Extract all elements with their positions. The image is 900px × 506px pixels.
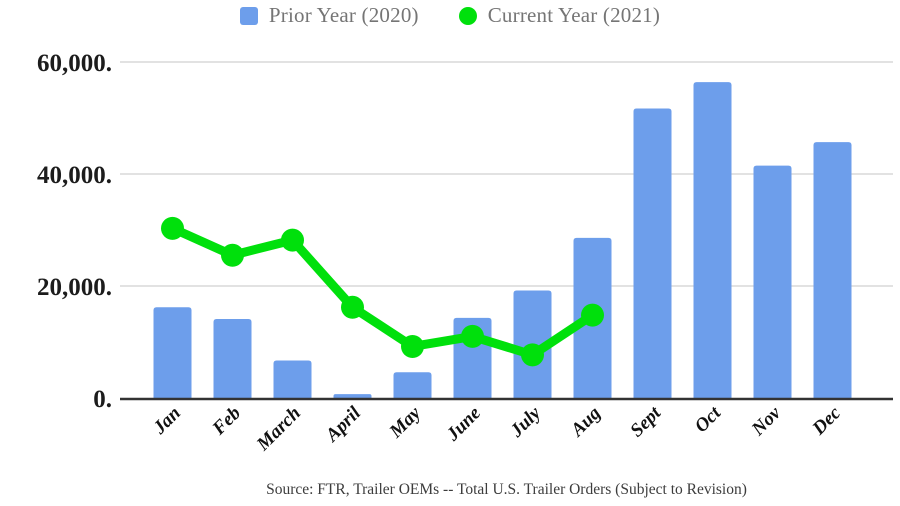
legend-item-prior-year[interactable]: Prior Year (2020) bbox=[239, 3, 419, 28]
bar-Nov[interactable] bbox=[753, 165, 792, 398]
legend-label-prior-year: Prior Year (2020) bbox=[268, 3, 419, 27]
x-axis-label-June: June bbox=[442, 402, 486, 446]
x-axis-label-Aug: Aug bbox=[566, 403, 605, 442]
point-Jan[interactable] bbox=[161, 216, 184, 240]
point-Aug[interactable] bbox=[581, 303, 604, 327]
point-July[interactable] bbox=[521, 343, 544, 367]
bar-series-swatch-icon bbox=[239, 6, 258, 25]
x-axis-label-Feb: Feb bbox=[208, 403, 245, 440]
chart-legend: Prior Year (2020) Current Year (2021) bbox=[0, 3, 900, 28]
chart-plot-area: 60,000. 40,000. 20,000. 0. Jan Feb March April M… bbox=[37, 50, 893, 456]
y-axis-label-60000: 60,000. bbox=[37, 50, 112, 77]
bar-April[interactable] bbox=[333, 394, 372, 398]
x-axis-label-Jan: Jan bbox=[149, 403, 185, 439]
x-axis-label-Sept: Sept bbox=[626, 402, 665, 441]
point-June[interactable] bbox=[461, 324, 484, 348]
bar-Jan[interactable] bbox=[153, 307, 192, 398]
bar-March[interactable] bbox=[273, 360, 312, 398]
x-axis-label-April: April bbox=[321, 402, 365, 446]
bar-Oct[interactable] bbox=[693, 82, 732, 398]
x-axis-label-Oct: Oct bbox=[691, 402, 726, 437]
bar-May[interactable] bbox=[393, 372, 432, 398]
point-Feb[interactable] bbox=[221, 243, 244, 267]
x-axis-label-March: March bbox=[252, 403, 305, 456]
point-May[interactable] bbox=[401, 334, 424, 358]
bar-Sept[interactable] bbox=[633, 108, 672, 398]
y-axis-label-40000: 40,000. bbox=[37, 162, 112, 189]
legend-label-current-year: Current Year (2021) bbox=[487, 3, 661, 27]
bar-Dec[interactable] bbox=[813, 142, 852, 398]
point-April[interactable] bbox=[341, 295, 364, 319]
x-axis-label-July: July bbox=[506, 402, 546, 442]
line-series-swatch-icon bbox=[458, 6, 477, 25]
x-axis-label-Dec: Dec bbox=[808, 402, 846, 440]
x-axis-label-May: May bbox=[385, 402, 426, 443]
source-caption: Source: FTR, Trailer OEMs -- Total U.S. … bbox=[266, 481, 747, 498]
y-axis-label-0: 0. bbox=[93, 386, 112, 413]
x-axis-label-Nov: Nov bbox=[747, 402, 785, 440]
point-March[interactable] bbox=[281, 228, 304, 252]
legend-item-current-year[interactable]: Current Year (2021) bbox=[458, 3, 661, 28]
y-axis-label-20000: 20,000. bbox=[37, 274, 112, 301]
bar-Feb[interactable] bbox=[213, 319, 252, 398]
